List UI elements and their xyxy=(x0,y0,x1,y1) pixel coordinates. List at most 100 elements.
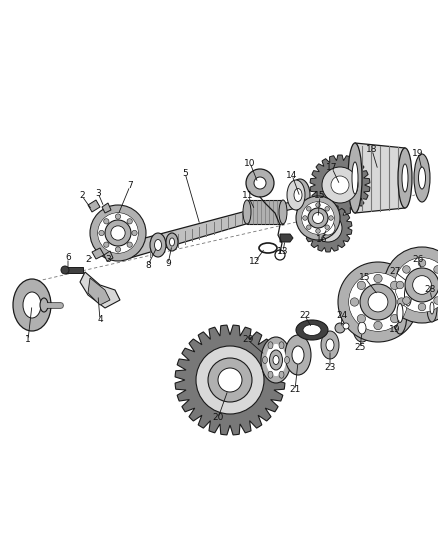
Ellipse shape xyxy=(269,350,283,370)
Text: 8: 8 xyxy=(145,261,151,270)
Ellipse shape xyxy=(40,298,48,312)
Circle shape xyxy=(127,242,132,247)
Circle shape xyxy=(115,247,120,252)
Ellipse shape xyxy=(400,271,416,319)
Ellipse shape xyxy=(268,342,273,349)
Text: 15: 15 xyxy=(314,191,326,200)
Text: 29: 29 xyxy=(242,335,254,344)
Text: 13: 13 xyxy=(277,247,289,256)
Ellipse shape xyxy=(398,148,412,208)
Ellipse shape xyxy=(262,357,268,364)
Circle shape xyxy=(302,202,334,234)
Text: 18: 18 xyxy=(366,146,378,155)
Circle shape xyxy=(397,298,406,306)
Circle shape xyxy=(307,206,311,211)
Circle shape xyxy=(296,196,340,240)
Ellipse shape xyxy=(285,357,290,364)
Ellipse shape xyxy=(279,200,287,224)
Circle shape xyxy=(127,219,132,224)
Text: 23: 23 xyxy=(324,364,336,373)
Ellipse shape xyxy=(294,189,302,201)
Ellipse shape xyxy=(23,292,41,318)
Text: 1: 1 xyxy=(25,335,31,344)
Polygon shape xyxy=(280,234,293,242)
Circle shape xyxy=(331,176,349,194)
Circle shape xyxy=(390,281,399,289)
Ellipse shape xyxy=(402,164,408,192)
Circle shape xyxy=(403,265,410,273)
Ellipse shape xyxy=(273,356,279,365)
Polygon shape xyxy=(104,251,113,261)
Text: 7: 7 xyxy=(127,182,133,190)
Circle shape xyxy=(105,220,131,246)
Circle shape xyxy=(321,221,335,235)
Circle shape xyxy=(111,226,125,240)
Circle shape xyxy=(349,273,407,331)
Polygon shape xyxy=(304,204,352,252)
Circle shape xyxy=(335,323,345,333)
Circle shape xyxy=(104,242,109,247)
Ellipse shape xyxy=(414,154,430,202)
Circle shape xyxy=(360,284,396,320)
Text: 19: 19 xyxy=(412,149,424,157)
Circle shape xyxy=(405,268,438,302)
Text: 10: 10 xyxy=(244,158,256,167)
Circle shape xyxy=(396,281,404,289)
Polygon shape xyxy=(247,200,283,224)
Text: 25: 25 xyxy=(354,343,366,352)
Circle shape xyxy=(132,230,137,236)
Ellipse shape xyxy=(430,302,434,314)
Ellipse shape xyxy=(170,238,174,246)
Text: 22: 22 xyxy=(300,311,311,320)
Polygon shape xyxy=(80,272,120,308)
Text: 16: 16 xyxy=(316,236,328,245)
Ellipse shape xyxy=(13,279,51,331)
Circle shape xyxy=(303,216,307,220)
Polygon shape xyxy=(88,278,110,305)
Circle shape xyxy=(98,213,138,253)
Circle shape xyxy=(322,167,358,203)
Text: 14: 14 xyxy=(286,171,298,180)
Ellipse shape xyxy=(348,143,362,213)
Text: 9: 9 xyxy=(165,260,171,269)
Circle shape xyxy=(325,206,329,211)
Circle shape xyxy=(403,297,410,304)
Circle shape xyxy=(374,274,382,282)
Polygon shape xyxy=(130,202,280,258)
Text: 17: 17 xyxy=(326,164,338,173)
Circle shape xyxy=(413,276,431,294)
Circle shape xyxy=(357,314,366,323)
Circle shape xyxy=(316,203,320,207)
Circle shape xyxy=(213,363,247,397)
Text: 24: 24 xyxy=(336,311,348,320)
Polygon shape xyxy=(280,200,305,212)
Polygon shape xyxy=(88,200,100,212)
Text: 19: 19 xyxy=(389,326,401,335)
Ellipse shape xyxy=(279,342,284,349)
Text: 11: 11 xyxy=(242,191,254,200)
Text: 27: 27 xyxy=(389,268,401,277)
Circle shape xyxy=(307,225,311,230)
Ellipse shape xyxy=(393,292,407,334)
Circle shape xyxy=(302,202,334,234)
Text: 26: 26 xyxy=(412,255,424,264)
Circle shape xyxy=(98,213,138,253)
Ellipse shape xyxy=(166,233,178,251)
Polygon shape xyxy=(102,203,111,213)
Circle shape xyxy=(99,230,104,236)
Polygon shape xyxy=(310,155,370,215)
Text: 4: 4 xyxy=(97,316,103,325)
Ellipse shape xyxy=(303,325,321,335)
Circle shape xyxy=(325,225,329,230)
Circle shape xyxy=(357,281,366,289)
Circle shape xyxy=(338,262,418,342)
Text: 2: 2 xyxy=(79,191,85,200)
Ellipse shape xyxy=(155,239,162,251)
Ellipse shape xyxy=(243,200,251,224)
Circle shape xyxy=(246,169,274,197)
Circle shape xyxy=(349,273,407,331)
Circle shape xyxy=(115,214,120,219)
Polygon shape xyxy=(175,325,285,435)
Ellipse shape xyxy=(266,344,286,376)
Circle shape xyxy=(418,259,426,267)
